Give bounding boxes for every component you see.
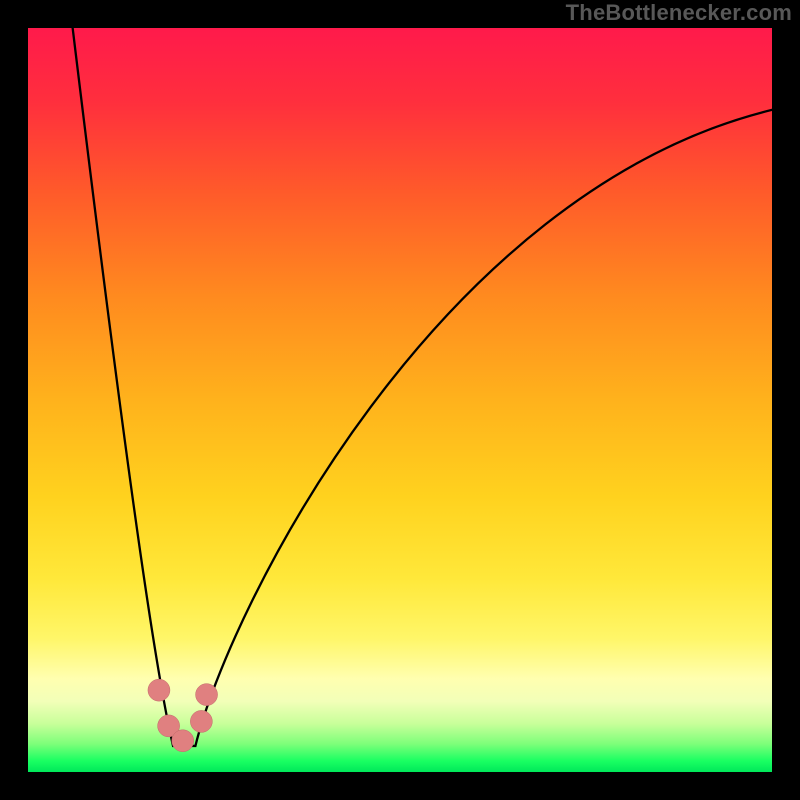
watermark-text: TheBottlenecker.com <box>566 0 792 26</box>
valley-marker <box>196 684 218 706</box>
chart-frame: TheBottlenecker.com <box>0 0 800 800</box>
valley-marker <box>148 679 170 701</box>
plot-area <box>28 28 772 772</box>
gradient-background <box>28 28 772 772</box>
valley-marker <box>190 710 212 732</box>
valley-marker <box>172 730 194 752</box>
gradient-chart-svg <box>28 28 772 772</box>
